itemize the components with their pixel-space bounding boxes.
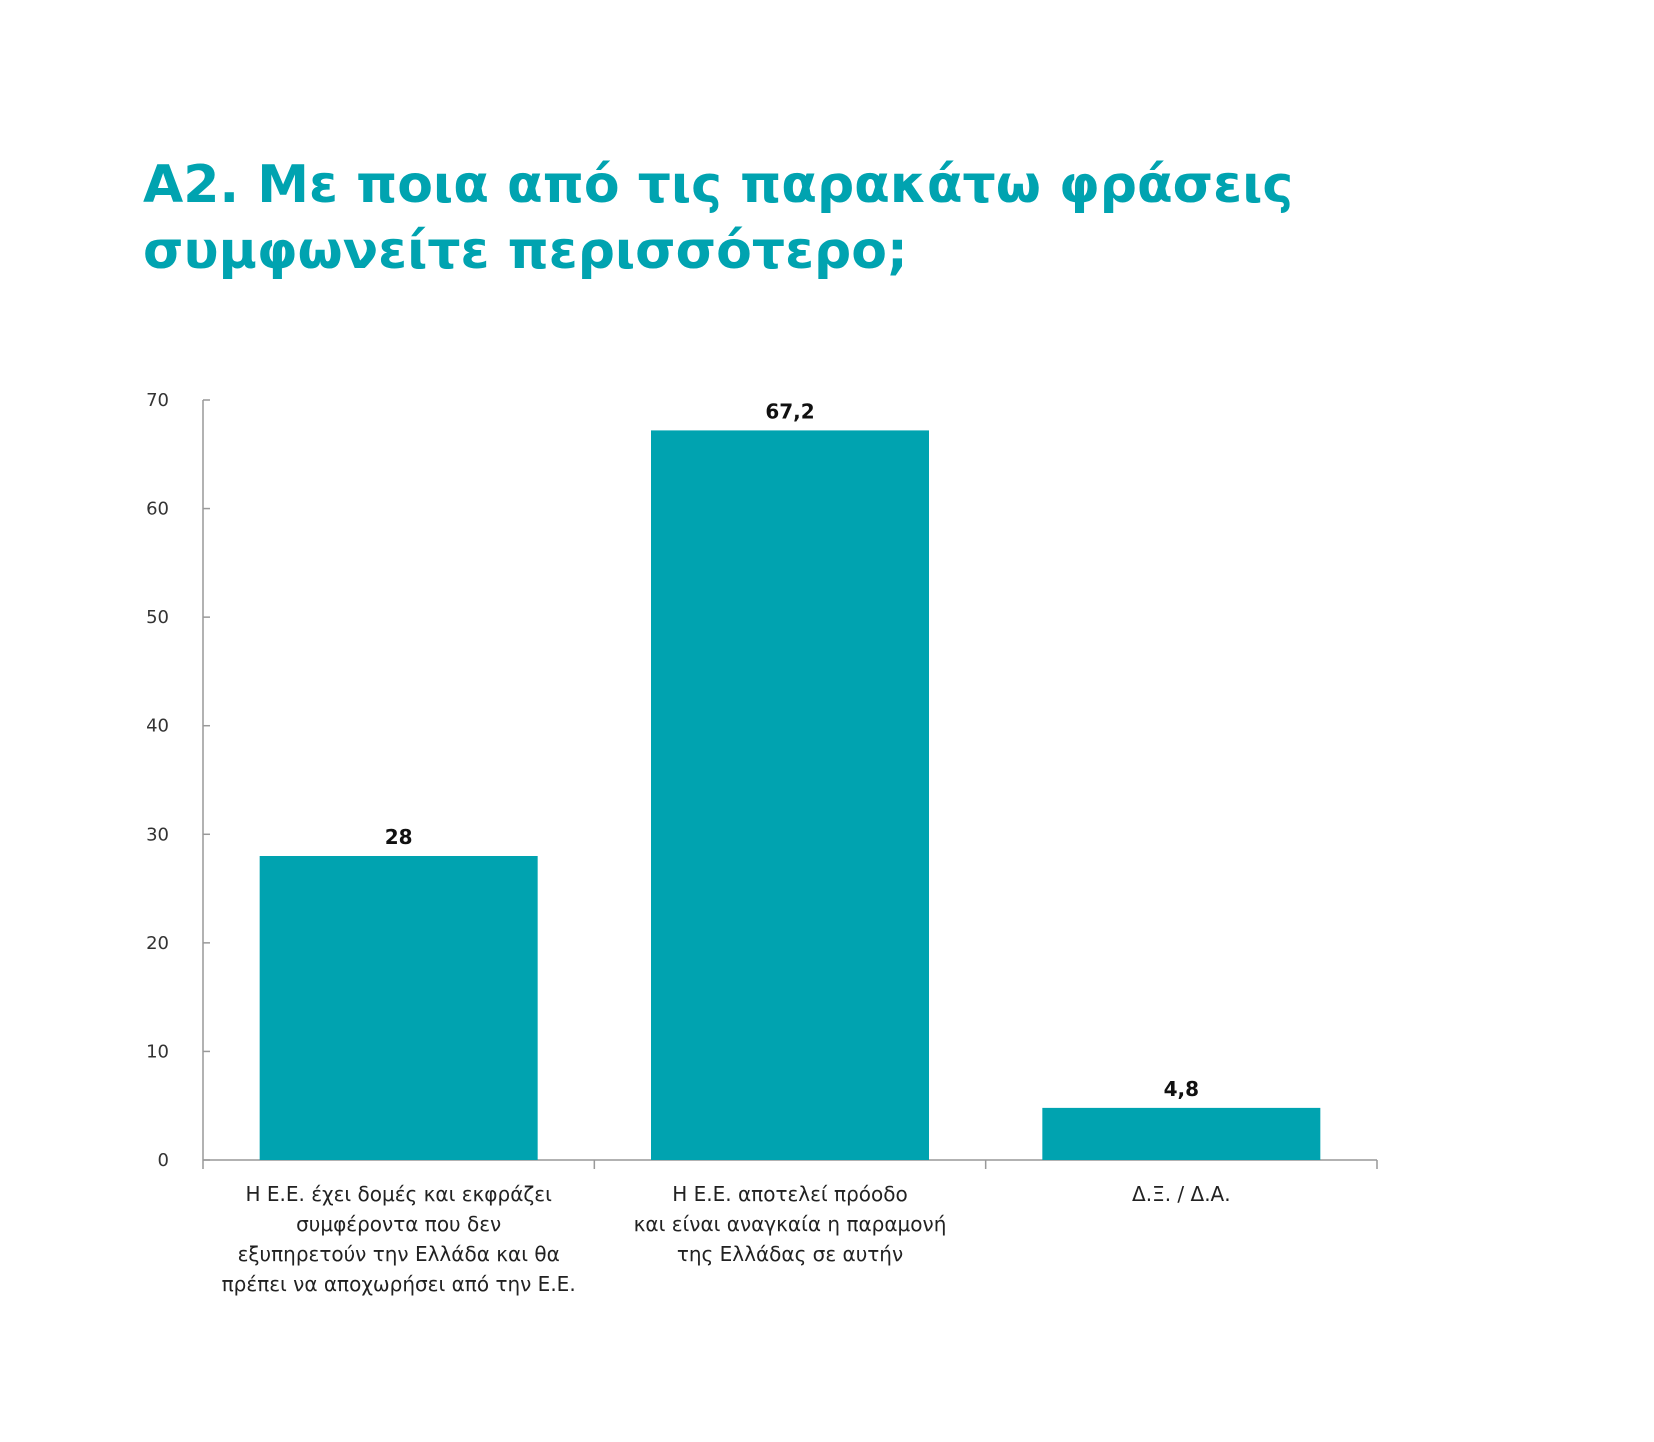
y-tick-label: 50	[146, 607, 169, 628]
chart-bars	[259, 430, 1321, 1160]
data-label: 4,8	[1164, 1077, 1199, 1101]
y-tick-label: 0	[158, 1150, 169, 1171]
x-category-label: Η Ε.Ε. έχει δομές και εκφράζει	[245, 1182, 552, 1206]
data-label: 67,2	[765, 399, 814, 423]
chart-title-line-1: Α2. Με ποια από τις παρακάτω φράσεις	[143, 155, 1294, 215]
chart-title-line-2: συμφωνείτε περισσότερο;	[143, 221, 908, 281]
y-tick-label: 30	[146, 824, 169, 845]
y-tick-label: 10	[146, 1041, 169, 1062]
x-category-label: εξυπηρετούν την Ελλάδα και θα	[238, 1242, 560, 1266]
data-label: 28	[385, 825, 413, 849]
bar	[1042, 1107, 1321, 1160]
bar	[259, 856, 538, 1160]
bar	[651, 430, 929, 1160]
x-category-label: Δ.Ξ. / Δ.Α.	[1132, 1182, 1231, 1206]
y-tick-label: 60	[146, 499, 169, 520]
y-tick-label: 20	[146, 933, 169, 954]
y-tick-label: 70	[146, 390, 169, 411]
x-category-label: Η Ε.Ε. αποτελεί πρόοδο	[672, 1182, 908, 1206]
x-category-label: και είναι αναγκαία η παραμονή	[634, 1212, 947, 1236]
x-category-label: συμφέροντα που δεν	[296, 1212, 501, 1236]
chart-title: Α2. Με ποια από τις παρακάτω φράσεις συμ…	[143, 152, 1443, 284]
y-tick-label: 40	[146, 716, 169, 737]
chart-labels: 0 10 20 30 40 50 60 70 28 Η Ε.Ε. έχει δομές και ε…	[146, 390, 1231, 1296]
x-category-label: της Ελλάδας σε αυτήν	[677, 1242, 903, 1266]
x-category-label: πρέπει να αποχωρήσει από την Ε.Ε.	[222, 1272, 576, 1296]
